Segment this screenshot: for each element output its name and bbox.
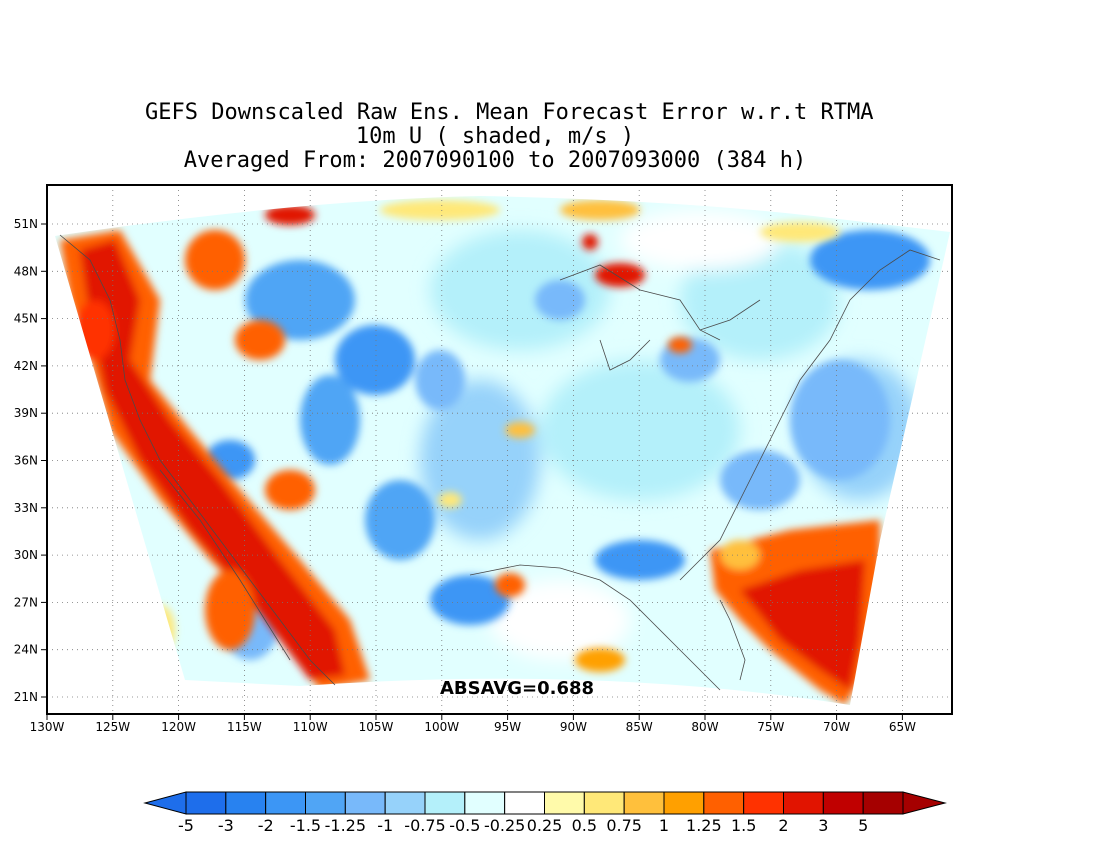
colorbar-label: 1.5 xyxy=(731,816,756,835)
colorbar-label: 0.25 xyxy=(527,816,563,835)
lon-tick-label: 80W xyxy=(691,720,718,734)
colorbar-swatch xyxy=(623,791,665,815)
colorbar-label: 3 xyxy=(818,816,828,835)
field-warm xyxy=(60,200,880,705)
colorbar-swatch xyxy=(185,791,227,815)
colorbar-swatch xyxy=(384,791,426,815)
colorbar-label: -1.5 xyxy=(290,816,321,835)
lon-tick-label: 100W xyxy=(424,720,459,734)
colorbar xyxy=(143,791,947,815)
colorbar-swatch xyxy=(225,791,267,815)
lon-tick-label: 110W xyxy=(293,720,328,734)
title-line-1: GEFS Downscaled Raw Ens. Mean Forecast E… xyxy=(145,100,874,125)
colorbar-swatch xyxy=(424,791,466,815)
lat-tick-label: 45N xyxy=(14,312,38,326)
colorbar-label: -1 xyxy=(377,816,393,835)
lon-tick-label: 95W xyxy=(494,720,521,734)
title-line-2: 10m U ( shaded, m/s ) xyxy=(355,124,635,149)
lat-tick-label: 27N xyxy=(14,595,38,609)
colorbar-label: 0.75 xyxy=(606,816,642,835)
colorbar-label: 0.5 xyxy=(572,816,597,835)
field-blue xyxy=(205,230,930,660)
lon-tick-label: 90W xyxy=(560,720,587,734)
lat-tick-label: 24N xyxy=(14,643,38,657)
colorbar-swatch xyxy=(305,791,346,815)
colorbar-swatch xyxy=(703,791,745,815)
colorbar-label: 1 xyxy=(659,816,669,835)
longitude-labels: 130W 125W 120W 115W 110W 105W 100W 95W 90W 85W 80W… xyxy=(30,720,916,734)
colorbar-swatch xyxy=(822,791,864,815)
colorbar-swatch xyxy=(464,791,506,815)
lat-tick-label: 21N xyxy=(14,690,38,704)
colorbar-label: -2 xyxy=(258,816,274,835)
colorbar-labels: -5 -3 -2 -1.5 -1.25 -1 -0.75 -0.5 -0.25 0.25 0.5 0.… xyxy=(178,816,868,835)
colorbar-label: -5 xyxy=(178,816,194,835)
colorbar-label: 2 xyxy=(778,816,788,835)
lon-tick-label: 120W xyxy=(161,720,196,734)
colorbar-swatch xyxy=(743,791,785,815)
title-line-3: Averaged From: 2007090100 to 2007093000 … xyxy=(183,148,807,173)
colorbar-label: -0.5 xyxy=(449,816,480,835)
colorbar-swatch xyxy=(583,791,625,815)
lon-tick-label: 105W xyxy=(359,720,394,734)
lon-tick-label: 130W xyxy=(30,720,65,734)
lat-tick-label: 39N xyxy=(14,406,38,420)
lat-tick-label: 33N xyxy=(14,501,38,515)
lat-tick-label: 30N xyxy=(14,548,38,562)
colorbar-label: -0.25 xyxy=(484,816,525,835)
lon-tick-label: 75W xyxy=(757,720,784,734)
absavg-annotation: ABSAVG=0.688 xyxy=(440,678,594,699)
lat-tick-label: 36N xyxy=(14,454,38,468)
latitude-labels: 51N 48N 45N 42N 39N 36N 33N 30N 27N 24N 21N xyxy=(14,217,38,704)
colorbar-swatch xyxy=(544,791,585,815)
error-field xyxy=(55,196,950,705)
colorbar-label: 1.25 xyxy=(686,816,722,835)
colorbar-swatch xyxy=(783,791,824,815)
colorbar-label: -3 xyxy=(218,816,234,835)
lon-tick-label: 65W xyxy=(889,720,916,734)
colorbar-label: -0.75 xyxy=(404,816,445,835)
colorbar-arrow-right xyxy=(902,791,947,815)
colorbar-swatch xyxy=(862,791,904,815)
lat-tick-label: 42N xyxy=(14,359,38,373)
lon-tick-label: 115W xyxy=(227,720,262,734)
lat-tick-label: 48N xyxy=(14,264,38,278)
colorbar-arrow-left xyxy=(143,791,187,815)
colorbar-label: 5 xyxy=(858,816,868,835)
colorbar-label: -1.25 xyxy=(325,816,366,835)
colorbar-swatch xyxy=(663,791,705,815)
lon-tick-label: 125W xyxy=(95,720,130,734)
lon-tick-label: 85W xyxy=(626,720,653,734)
map-title: GEFS Downscaled Raw Ens. Mean Forecast E… xyxy=(145,100,874,173)
coastlines xyxy=(59,234,941,691)
colorbar-swatch xyxy=(265,791,306,815)
map-frame xyxy=(46,184,953,715)
colorbar-swatch xyxy=(504,791,545,815)
colorbar-swatch xyxy=(344,791,386,815)
lat-tick-label: 51N xyxy=(14,217,38,231)
lon-tick-label: 70W xyxy=(823,720,850,734)
